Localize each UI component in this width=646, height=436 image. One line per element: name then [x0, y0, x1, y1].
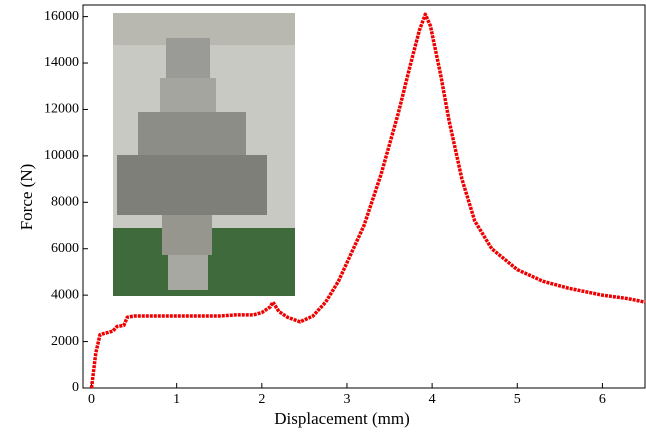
y-tick-label: 14000	[44, 55, 79, 70]
x-tick-label: 2	[258, 392, 265, 407]
inset-photo	[113, 13, 295, 296]
x-tick-label: 1	[173, 392, 180, 407]
y-tick-label: 0	[72, 380, 79, 395]
y-tick-label: 12000	[44, 102, 79, 117]
x-tick-label: 0	[88, 392, 95, 407]
y-tick-label: 6000	[51, 241, 79, 256]
x-tick-label: 5	[514, 392, 521, 407]
data-line	[89, 12, 646, 389]
x-tick-label: 3	[343, 392, 350, 407]
y-tick-label: 8000	[51, 195, 79, 210]
y-tick-label: 16000	[44, 9, 79, 24]
y-tick-label: 4000	[51, 287, 79, 302]
x-tick-label: 4	[429, 392, 436, 407]
x-tick-label: 6	[599, 392, 606, 407]
x-axis-label: Displacement (mm)	[274, 409, 410, 428]
y-tick-label: 10000	[44, 148, 79, 163]
y-tick-label: 2000	[51, 334, 79, 349]
y-axis-label: Force (N)	[17, 164, 36, 231]
plot-frame	[82, 4, 646, 389]
